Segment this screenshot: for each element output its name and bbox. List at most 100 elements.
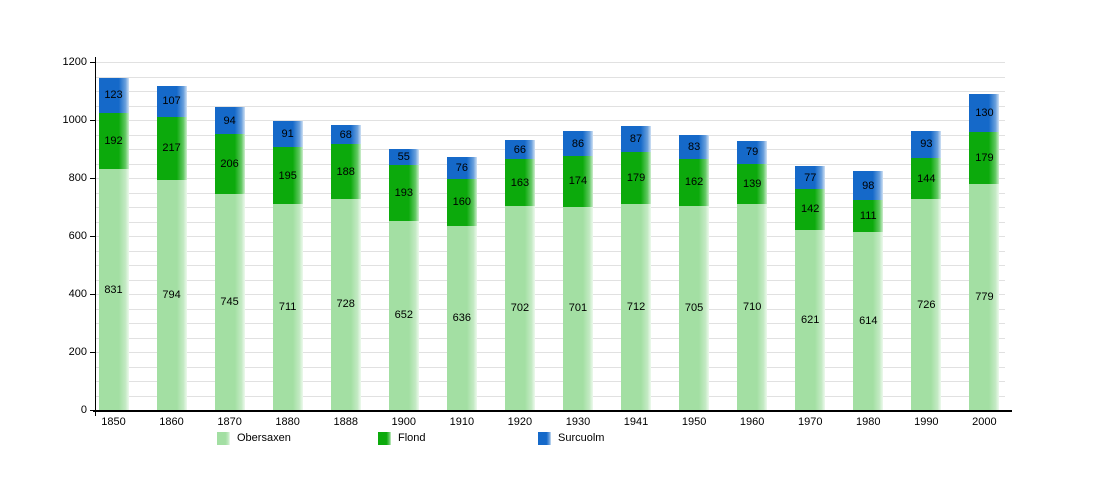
bar-1960-obersaxen [737,204,768,410]
y-axis-tick [90,294,95,295]
bar-1970-flond [795,188,826,230]
y-axis-tick [90,62,95,63]
bar-value-label: 794 [162,288,181,301]
bar-value-label: 130 [975,107,994,120]
bar-value-label: 702 [510,302,530,315]
bar-1930-surcuolm [562,131,593,157]
y-axis-label-600: 600 [68,230,87,242]
bar-1941-flond [621,151,652,204]
bar-value-label: 123 [104,89,123,102]
bar-2000-flond [969,132,1000,185]
legend-item-flond: Flond [378,432,426,445]
bar-1941-obersaxen [621,203,652,410]
bar-value-label: 86 [571,137,585,150]
bar-value-label: 91 [281,128,294,141]
bar-value-label: 745 [220,295,239,308]
y-axis-label-1000: 1000 [62,114,87,126]
bar-value-label: 83 [687,140,701,153]
bar-1980-surcuolm [853,171,884,200]
bar-value-label: 701 [568,302,588,315]
bar-value-label: 188 [336,165,355,178]
y-axis-tick [90,410,95,411]
bar-1880-surcuolm [272,120,303,148]
gridline [95,381,1005,382]
bar-1920-surcuolm [504,140,535,160]
x-axis-label-2000: 2000 [972,416,997,428]
bar-1980-obersaxen [853,231,884,410]
y-axis-line [95,57,96,416]
bar-1860-obersaxen [156,179,187,410]
bar-1941-surcuolm [621,126,652,152]
bar-value-label: 192 [104,135,123,148]
gridline [95,294,1005,295]
bar-1900-surcuolm [388,149,419,165]
y-axis-label-200: 200 [68,346,87,358]
gridline [95,279,1005,281]
bar-value-label: 55 [397,150,410,163]
bar-value-label: 621 [801,313,820,326]
gridline [95,395,1005,397]
bar-1980-flond [853,199,884,232]
bar-1950-obersaxen [679,205,710,410]
bar-value-label: 710 [742,301,762,314]
bar-1990-surcuolm [911,130,942,158]
bar-value-label: 712 [626,300,646,313]
bar-value-label: 206 [220,158,239,171]
bar-value-label: 217 [162,142,181,155]
bar-1930-flond [562,156,593,207]
bar-value-label: 831 [104,283,123,296]
x-axis-line [93,410,1012,412]
bar-value-label: 195 [278,169,297,182]
bar-1960-surcuolm [737,140,768,164]
x-axis-label-1920: 1920 [507,416,533,428]
y-axis-label-1200: 1200 [62,56,87,68]
bar-1920-obersaxen [504,206,535,410]
x-axis-label-1860: 1860 [159,416,184,428]
legend-item-obersaxen: Obersaxen [217,432,291,445]
bar-value-label: 77 [804,171,817,184]
bar-value-label: 711 [278,300,297,313]
x-axis-label-1888: 1888 [333,416,358,428]
bar-value-label: 93 [920,138,933,151]
gridline [95,134,1005,136]
x-axis-label-1900: 1900 [391,416,417,428]
x-axis-label-1870: 1870 [217,416,242,428]
bar-1930-obersaxen [562,206,593,410]
bar-value-label: 68 [339,128,352,141]
bar-1888-obersaxen [330,198,361,410]
x-axis-label-1980: 1980 [856,416,881,428]
y-axis-tick [90,352,95,353]
bar-value-label: 174 [568,175,588,188]
bar-1888-flond [330,144,361,199]
bar-value-label: 160 [452,196,472,209]
bar-value-label: 66 [513,143,527,156]
bar-value-label: 144 [917,172,936,185]
bar-value-label: 779 [975,291,994,304]
bar-1880-obersaxen [272,203,303,410]
y-axis-tick [90,120,95,121]
x-axis-label-1910: 1910 [449,416,475,428]
x-axis-label-1930: 1930 [565,416,591,428]
bar-1900-flond [388,164,419,221]
gridline [95,250,1005,252]
bar-value-label: 652 [394,309,413,322]
gridline [95,207,1005,208]
gridline [95,265,1005,266]
bar-value-label: 107 [162,95,181,108]
bar-value-label: 179 [626,171,646,184]
bar-value-label: 636 [452,311,472,324]
y-axis-label-400: 400 [68,288,87,300]
gridline [95,163,1005,165]
gridline [95,352,1005,353]
gridline [95,120,1005,121]
bar-value-label: 179 [975,152,994,165]
bar-1880-flond [272,147,303,204]
x-axis-label-1850: 1850 [101,416,126,428]
bar-value-label: 76 [455,162,468,175]
gridline [95,62,1005,63]
bar-value-label: 705 [684,301,704,314]
x-axis-label-1960: 1960 [739,416,765,428]
gridline [95,221,1005,223]
bar-1910-obersaxen [446,225,477,410]
